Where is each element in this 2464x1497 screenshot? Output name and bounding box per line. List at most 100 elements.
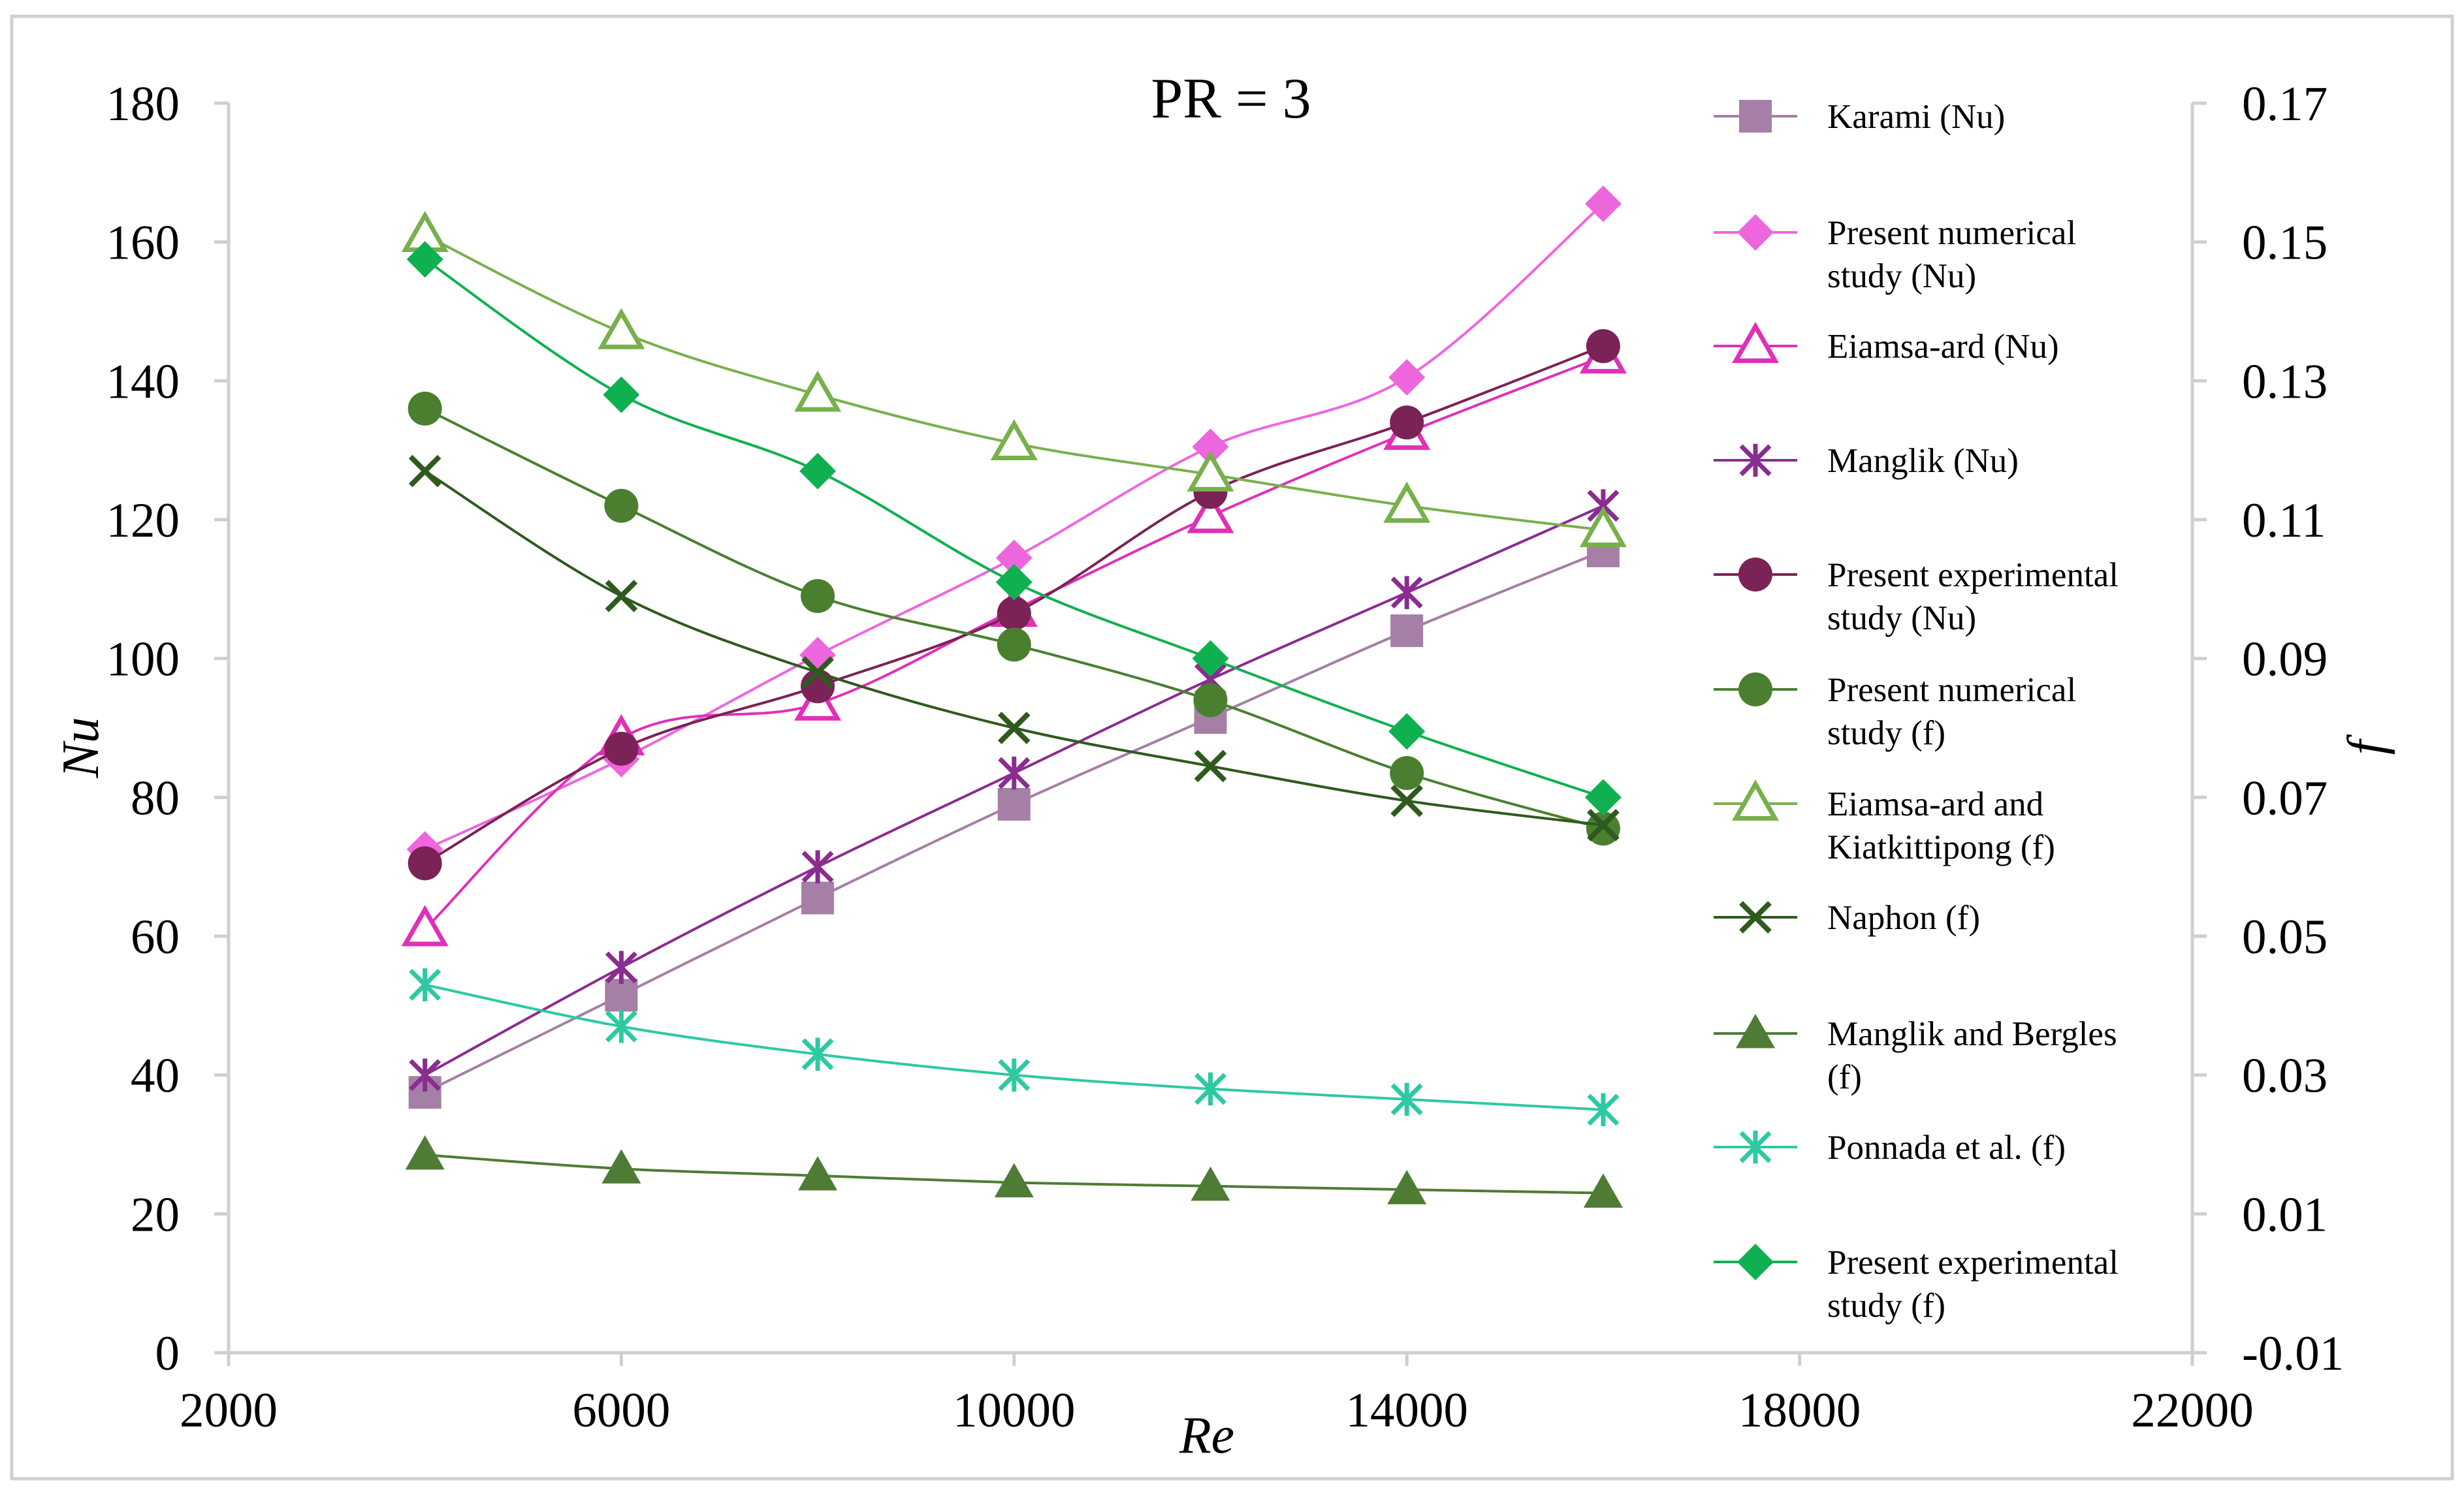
data-point: [1383, 481, 1431, 523]
data-point: [1194, 1072, 1226, 1106]
y2-tick-label: 0.15: [2242, 216, 2328, 270]
data-point: [801, 656, 834, 689]
data-point: [1583, 1173, 1623, 1208]
legend-label: Eiamsa-ard and: [1827, 785, 2043, 823]
y-tick-label: 160: [106, 216, 180, 270]
data-point: [605, 580, 638, 612]
y-tick-label: 60: [131, 910, 180, 964]
legend-label: Manglik (Nu): [1827, 442, 2019, 480]
data-point: [603, 376, 640, 413]
data-point: [408, 391, 442, 426]
data-point: [1584, 779, 1622, 816]
data-point: [990, 418, 1038, 461]
data-point: [798, 1156, 838, 1191]
y-tick-label: 20: [131, 1188, 180, 1242]
data-point: [408, 846, 442, 881]
data-point: [1187, 492, 1234, 533]
data-point: [994, 1163, 1034, 1197]
data-point: [801, 850, 834, 883]
y2-tick-label: 0.07: [2242, 771, 2328, 825]
data-point: [1587, 1093, 1620, 1127]
legend-label: Karami (Nu): [1827, 98, 2005, 136]
data-point: [801, 1037, 834, 1071]
legend-marker: [1736, 1014, 1775, 1048]
x-axis-title: Re: [1179, 1407, 1234, 1464]
y2-tick-label: 0.09: [2242, 633, 2328, 687]
legend-label: Manglik and Bergles: [1827, 1015, 2117, 1053]
data-point: [406, 241, 443, 278]
data-point: [997, 596, 1031, 631]
data-point: [1194, 749, 1227, 783]
data-point: [801, 578, 835, 613]
data-point: [1187, 450, 1234, 492]
x-tick-label: 10000: [953, 1383, 1076, 1438]
y-tick-label: 120: [106, 494, 180, 548]
y-tick-label: 140: [106, 355, 180, 409]
data-point: [1390, 784, 1424, 817]
legend-label: (f): [1827, 1058, 1862, 1096]
x-tick-label: 14000: [1345, 1383, 1468, 1438]
y2-tick-label: 0.13: [2242, 355, 2328, 409]
y2-tick-label: 0.03: [2242, 1049, 2328, 1103]
data-point: [995, 563, 1032, 601]
data-point: [605, 979, 638, 1012]
legend-label: Present experimental: [1827, 556, 2119, 594]
data-point: [1387, 1170, 1427, 1205]
y2-tick-label: 0.01: [2242, 1188, 2328, 1242]
y-tick-label: 100: [106, 633, 180, 687]
legend: Karami (Nu) Present numerical study (Nu) Ei…: [1714, 98, 2119, 1325]
legend-marker: [1737, 214, 1774, 251]
legend-label: Present experimental: [1827, 1244, 2119, 1282]
y-tick-label: 0: [155, 1327, 180, 1381]
data-point: [799, 452, 837, 490]
x-tick-label: 18000: [1738, 1383, 1861, 1438]
legend-marker: [1731, 321, 1780, 363]
data-point: [1579, 505, 1627, 547]
data-point: [794, 370, 842, 412]
legend-label: study (f): [1827, 714, 1945, 752]
x-tick-label: 6000: [572, 1383, 670, 1438]
legend-label: Ponnada et al. (f): [1827, 1129, 2066, 1167]
data-point: [605, 1009, 637, 1043]
data-point: [1192, 428, 1229, 465]
data-point: [1388, 713, 1426, 750]
data-point: [801, 881, 835, 915]
y-tick-label: 80: [131, 771, 180, 825]
data-point: [997, 712, 1031, 744]
data-point: [405, 1135, 445, 1170]
legend-label: Kiatkittipong (f): [1827, 828, 2055, 866]
y-tick-label: 180: [106, 77, 180, 131]
legend-marker: [1739, 443, 1772, 477]
legend-label: Present numerical: [1827, 671, 2076, 709]
data-point: [1390, 405, 1424, 440]
data-point: [1388, 359, 1426, 396]
data-point: [604, 731, 639, 766]
legend-marker: [1738, 672, 1772, 706]
data-point: [1191, 1166, 1230, 1201]
legend-label: study (f): [1827, 1287, 1945, 1325]
data-point: [409, 968, 441, 1001]
legend-marker: [1739, 901, 1772, 934]
legend-marker: [1739, 1130, 1772, 1164]
y2-tick-label: 0.05: [2242, 910, 2328, 964]
data-point: [1584, 185, 1622, 223]
legend-marker: [1731, 779, 1780, 821]
data-point: [601, 1149, 641, 1184]
data-point: [401, 905, 449, 947]
data-point: [1390, 756, 1424, 791]
legend-marker: [1738, 558, 1772, 591]
data-point: [997, 627, 1031, 662]
y2-tick-label: 0.11: [2242, 494, 2326, 548]
data-point: [1587, 809, 1620, 842]
axes: 0 20 40 60 80 100 120 140 160 180 -0.01 0.01 0.03 0.0…: [106, 77, 2344, 1438]
legend-label: Naphon (f): [1827, 899, 1980, 937]
data-point: [605, 951, 637, 985]
legend-label: study (Nu): [1827, 257, 1976, 295]
data-point: [997, 787, 1031, 821]
legend-marker: [1737, 1244, 1774, 1280]
legend-label: study (Nu): [1827, 599, 1976, 637]
y2-tick-label: 0.17: [2242, 77, 2328, 131]
data-point: [998, 756, 1031, 790]
